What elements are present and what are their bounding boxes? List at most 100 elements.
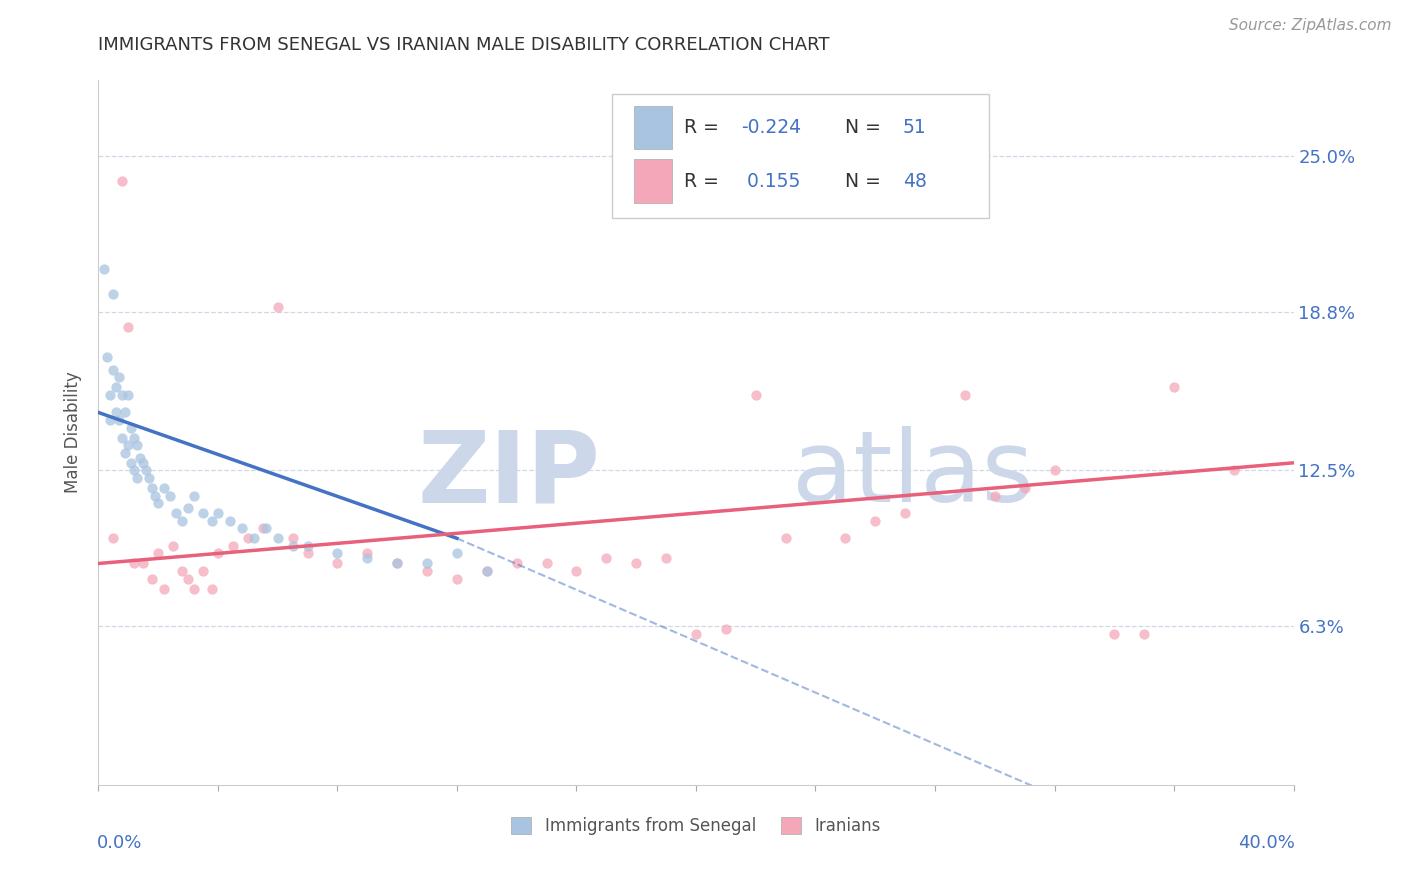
Y-axis label: Male Disability: Male Disability [65,372,83,493]
Point [120,456,142,470]
Point [236,532,259,546]
Point [177,572,200,586]
Point [267,532,290,546]
Point [191,506,214,520]
Point [219,514,242,528]
Text: Source: ZipAtlas.com: Source: ZipAtlas.com [1229,18,1392,33]
Legend: Immigrants from Senegal, Iranians: Immigrants from Senegal, Iranians [503,809,889,844]
Point [117,438,139,452]
Point [984,489,1007,503]
Point [685,627,707,641]
Point [416,557,439,571]
Text: R =: R = [685,118,725,137]
Text: IMMIGRANTS FROM SENEGAL VS IRANIAN MALE DISABILITY CORRELATION CHART: IMMIGRANTS FROM SENEGAL VS IRANIAN MALE … [98,36,830,54]
Point [267,300,290,314]
Point [177,501,200,516]
Point [114,446,136,460]
Point [124,463,146,477]
Text: -0.224: -0.224 [741,118,801,137]
Point [745,388,768,402]
Point [385,557,409,571]
FancyBboxPatch shape [634,159,672,202]
Point [148,496,170,510]
FancyBboxPatch shape [613,95,988,218]
Point [894,506,917,520]
Point [124,431,146,445]
Point [117,320,139,334]
Point [129,450,152,465]
Point [595,551,617,566]
Point [114,405,136,419]
Point [475,564,498,578]
Point [475,564,498,578]
Point [281,532,304,546]
Point [105,380,128,394]
Point [565,564,588,578]
Point [127,471,149,485]
Point [153,481,176,495]
Point [254,521,277,535]
Text: 0.155: 0.155 [741,171,801,191]
Point [326,546,349,560]
Point [127,438,149,452]
Point [1163,380,1185,394]
Point [446,546,468,560]
Text: 48: 48 [903,171,927,191]
Point [172,514,194,528]
Text: ZIP: ZIP [418,426,600,524]
Text: R =: R = [685,171,725,191]
Point [135,463,157,477]
Point [138,471,160,485]
Point [191,564,214,578]
Point [103,532,125,546]
Text: N =: N = [845,171,887,191]
Point [183,489,205,503]
Text: atlas: atlas [792,426,1033,524]
Text: 40.0%: 40.0% [1237,834,1295,852]
Point [153,582,176,596]
Point [141,481,163,495]
Point [172,564,194,578]
Point [1043,463,1066,477]
Point [143,489,166,503]
Point [132,557,155,571]
Point [385,557,409,571]
Text: N =: N = [845,118,887,137]
Point [243,532,266,546]
Point [183,582,205,596]
Point [201,582,224,596]
Point [141,572,163,586]
Point [105,405,128,419]
Point [281,539,304,553]
Point [953,388,976,402]
Point [120,420,142,434]
Point [297,546,319,560]
Point [714,622,737,636]
Point [96,350,118,364]
Point [222,539,245,553]
Point [252,521,274,535]
Point [1223,463,1246,477]
Point [536,557,558,571]
Point [297,539,319,553]
Point [231,521,253,535]
Point [356,551,378,566]
Point [865,514,887,528]
Point [207,546,229,560]
Point [356,546,378,560]
Point [111,431,134,445]
FancyBboxPatch shape [634,105,672,149]
Point [117,388,139,402]
Point [626,557,648,571]
Point [103,362,125,376]
Point [834,532,856,546]
Point [162,539,184,553]
Point [98,413,122,427]
Point [132,456,155,470]
Point [165,506,187,520]
Point [1014,481,1036,495]
Point [416,564,439,578]
Point [98,388,122,402]
Text: 0.0%: 0.0% [97,834,142,852]
Point [506,557,529,571]
